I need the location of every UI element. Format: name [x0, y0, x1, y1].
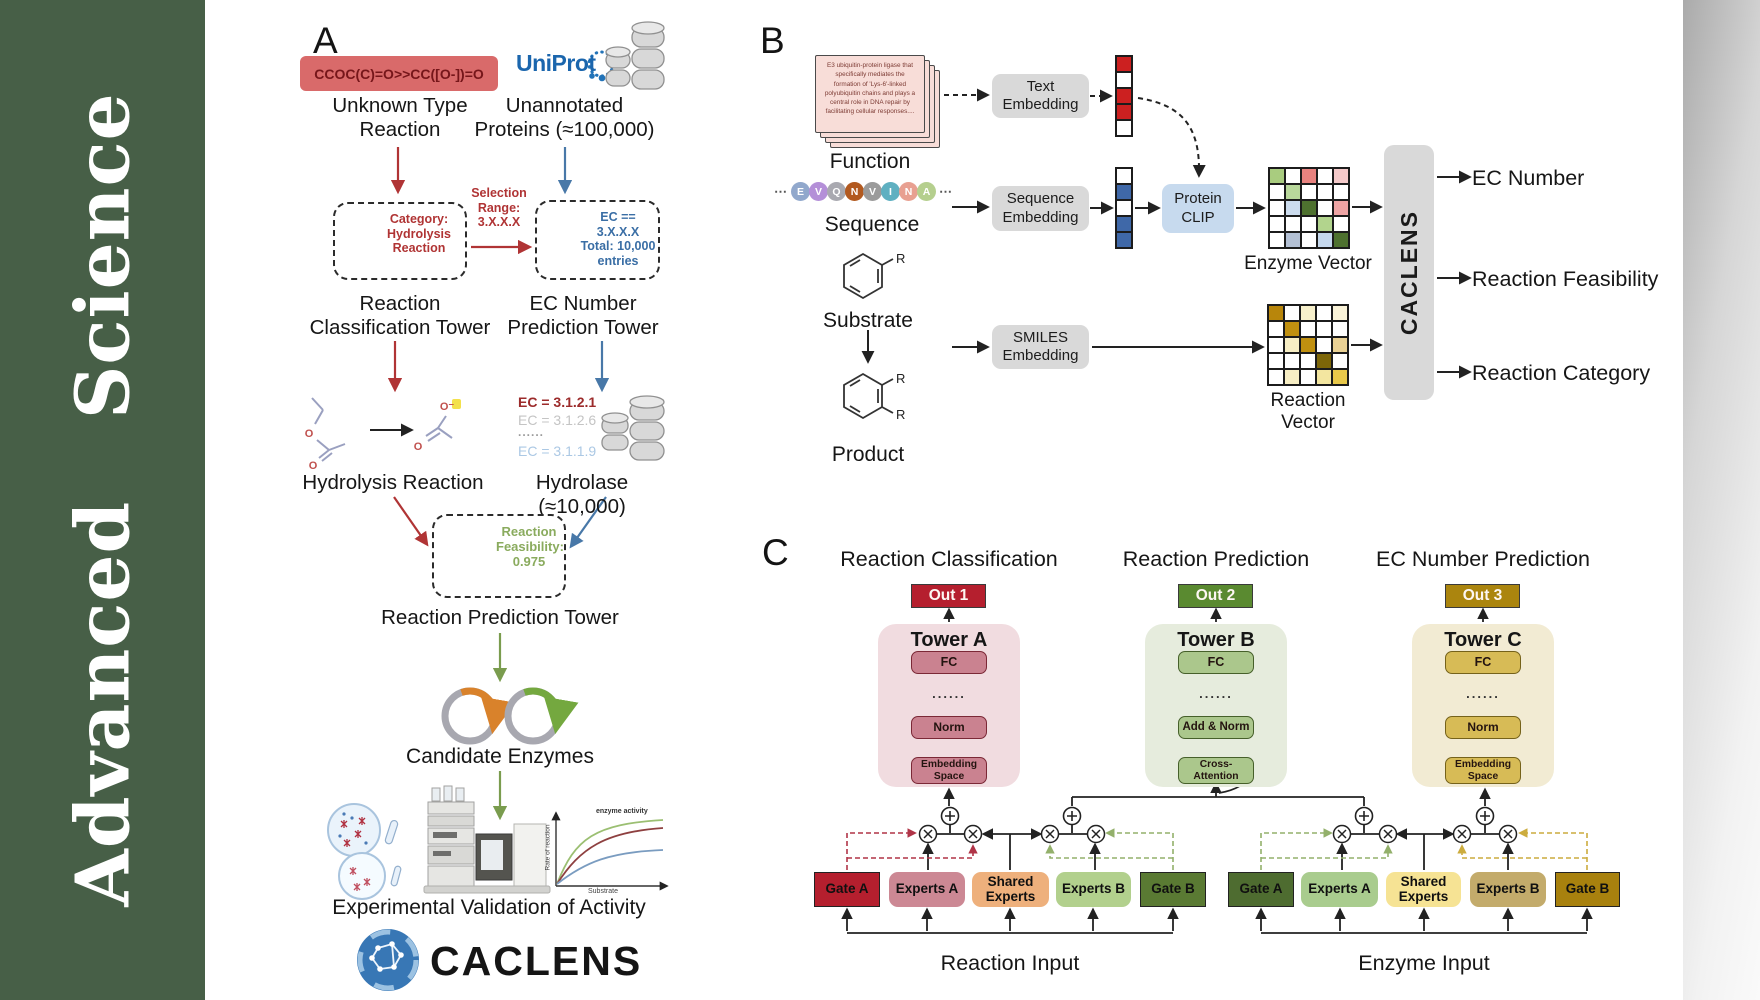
tower-b-add-norm-box: Add & Norm — [1178, 716, 1254, 739]
reaction-gate-a-box: Gate A — [814, 872, 880, 907]
enzyme-gate-a-box: Gate A — [1228, 872, 1294, 907]
sequence-embedding-box: Sequence Embedding — [992, 186, 1089, 231]
column-title-reaction-prediction: Reaction Prediction — [1122, 547, 1310, 571]
output-reaction-category: Reaction Category — [1472, 361, 1651, 385]
tower-c-title: Tower C — [1444, 629, 1522, 651]
substrate-label: Substrate — [823, 309, 913, 332]
text-embedding-box: Text Embedding — [992, 74, 1089, 118]
product-nodes — [918, 824, 1518, 844]
tower-a-embedding-box: Embedding Space — [911, 757, 987, 784]
tower-a-norm-box: Norm — [911, 716, 987, 739]
journal-sidebar: Advanced Science — [0, 0, 205, 1000]
sequence-embedding-vector — [1115, 167, 1133, 249]
enzyme-shared-experts-box: Shared Experts — [1386, 872, 1461, 907]
out1-box: Out 1 — [911, 584, 986, 608]
enzyme-vector-label: Enzyme Vector — [1244, 253, 1372, 274]
reaction-vector-label: Reaction Vector — [1270, 390, 1346, 434]
panel-b-label: B — [760, 20, 785, 61]
reaction-experts-b-box: Experts B — [1056, 872, 1131, 907]
sequence-label: Sequence — [824, 213, 920, 236]
unknown-reaction-label: Unknown Type Reaction — [332, 94, 468, 141]
function-label: Function — [829, 150, 911, 173]
tower-a-title: Tower A — [910, 629, 988, 651]
text-embedding-vector — [1115, 55, 1133, 137]
reaction-gate-b-box: Gate B — [1140, 872, 1206, 907]
validation-label: Experimental Validation of Activity — [332, 896, 646, 919]
sequence-ellipsis: ⋯ — [939, 183, 952, 199]
classification-tower-label: Reaction Classification Tower — [309, 292, 491, 339]
protein-clip-box: Protein CLIP — [1162, 184, 1234, 233]
page-edge-shadow — [1683, 0, 1760, 1000]
function-card-text: E3 ubiquitin-protein ligase that specifi… — [824, 62, 916, 116]
unannotated-proteins-label: Unannotated Proteins (≈100,000) — [474, 94, 655, 141]
reaction-prediction-dashed-box — [432, 514, 566, 598]
ec-list-item: EC = 3.1.2.1 — [518, 394, 597, 410]
ec-list-item: EC = 3.1.1.9 — [518, 443, 597, 459]
enzyme-experts-a-box: Experts A — [1301, 872, 1378, 907]
reaction-smiles-box: CCOC(C)=O>>CC([O-])=O — [300, 56, 498, 91]
candidate-enzymes-label: Candidate Enzymes — [406, 745, 594, 768]
uniprot-wordmark: UniProt — [516, 50, 596, 76]
sequence-ellipsis: ⋯ — [774, 183, 787, 199]
tower-c-norm-box: Norm — [1445, 716, 1521, 739]
ec-prediction-dashed-box — [535, 200, 660, 280]
graph-curve-label: enzyme activity — [596, 808, 648, 815]
panel-c-label: C — [762, 532, 789, 573]
tower-c-fc-box: FC — [1445, 651, 1521, 674]
out3-box: Out 3 — [1445, 584, 1520, 608]
tower-b-fc-box: FC — [1178, 651, 1254, 674]
ec-list-item: EC = 3.1.2.6 — [518, 412, 597, 428]
panel-a-label: A — [313, 20, 338, 61]
reaction-classification-dashed-box — [333, 202, 467, 280]
tower-a-fc-box: FC — [911, 651, 987, 674]
enzyme-gate-b-box: Gate B — [1555, 872, 1620, 907]
tower-c-embedding-box: Embedding Space — [1445, 757, 1521, 784]
reaction-shared-experts-box: Shared Experts — [972, 872, 1049, 907]
tower-b-dots: ...... — [1199, 686, 1233, 701]
column-title-ec-number-prediction: EC Number Prediction — [1376, 547, 1590, 571]
caclens-model-box: CACLENS — [1384, 145, 1434, 400]
hydrolase-label: Hydrolase (≈10,000) — [535, 471, 629, 518]
tower-b-cross-attention-box: Cross- Attention — [1178, 757, 1254, 784]
classification-box-text: Category: Hydrolysis Reaction — [387, 212, 451, 255]
selection-range-label: Selection Range: 3.X.X.X — [471, 186, 527, 229]
feasibility-text: Reaction Feasibility: 0.975 — [496, 524, 564, 570]
reaction-input-label: Reaction Input — [940, 951, 1080, 975]
caclens-wordmark: CACLENS — [430, 938, 643, 984]
product-label: Product — [831, 443, 905, 466]
column-title-reaction-classification: Reaction Classification — [840, 547, 1058, 571]
sum-nodes — [940, 806, 1495, 826]
ec-box-text: EC == 3.X.X.X Total: 10,000 entries — [580, 210, 656, 268]
enzyme-vector-matrix — [1268, 167, 1350, 249]
enzyme-experts-b-box: Experts B — [1470, 872, 1546, 907]
graph-xlabel: Substrate — [588, 888, 618, 895]
out2-box: Out 2 — [1178, 584, 1253, 608]
ec-tower-label: EC Number Prediction Tower — [507, 292, 659, 339]
output-reaction-feasibility: Reaction Feasibility — [1472, 267, 1659, 291]
smiles-embedding-box: SMILES Embedding — [992, 325, 1089, 369]
hydrolysis-reaction-label: Hydrolysis Reaction — [302, 471, 484, 494]
ec-list-ellipsis: ...... — [518, 425, 545, 439]
tower-b-title: Tower B — [1177, 629, 1255, 651]
tower-a-dots: ...... — [932, 686, 966, 701]
tower-c-dots: ...... — [1466, 686, 1500, 701]
reaction-vector-matrix — [1267, 304, 1349, 386]
reaction-experts-a-box: Experts A — [889, 872, 965, 907]
prediction-tower-label: Reaction Prediction Tower — [381, 606, 619, 629]
function-card: E3 ubiquitin-protein ligase that specifi… — [815, 55, 925, 133]
output-ec-number: EC Number — [1472, 166, 1585, 190]
enzyme-input-label: Enzyme Input — [1358, 951, 1490, 975]
